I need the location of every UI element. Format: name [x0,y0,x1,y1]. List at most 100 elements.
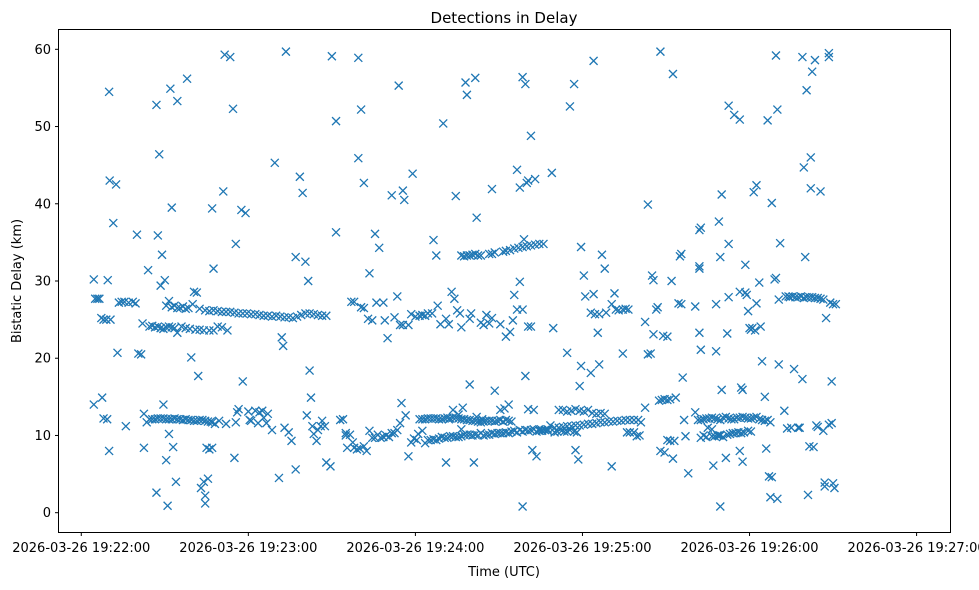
data-point-marker [724,239,734,249]
data-point-marker [455,308,465,318]
data-point-marker [487,313,497,323]
data-point-marker [743,306,753,316]
data-point-marker [711,346,721,356]
data-point-marker [456,424,466,434]
data-point-marker [164,429,174,439]
data-point-marker [746,414,756,423]
data-point-marker [707,413,717,423]
data-point-marker [470,430,480,440]
data-point-marker [383,333,393,343]
data-point-marker [203,474,213,484]
data-point-marker [490,386,500,396]
data-point-marker [825,298,835,308]
data-point-marker [809,442,819,452]
data-point-marker [604,417,614,427]
data-point-marker [214,416,224,426]
data-point-marker [740,288,750,298]
data-point-marker [797,52,807,62]
data-point-marker [429,235,438,245]
y-axis: 0 10 20 30 40 50 60 [34,43,59,521]
data-point-marker [612,416,622,426]
data-point-marker [300,257,310,267]
data-point-marker [674,298,683,308]
data-point-marker [653,302,663,312]
data-point-marker [103,275,113,285]
data-point-marker [470,249,480,259]
data-point-marker [607,461,617,471]
x-tick-label: 2026-03-26 19:23:00 [179,541,317,556]
data-point-marker [131,298,141,308]
data-point-marker [172,96,182,106]
data-point-marker [530,174,540,184]
data-point-marker [472,412,482,422]
data-point-marker [802,85,812,95]
data-point-marker [121,421,131,431]
data-point-marker [352,444,362,454]
data-point-marker [221,419,231,429]
data-point-marker [736,428,746,438]
data-point-marker [713,431,722,440]
data-point-marker [355,444,365,454]
data-point-marker [448,405,458,415]
data-point-marker [786,423,796,433]
data-point-marker [441,458,451,467]
data-point-marker [590,309,600,319]
data-point-marker [665,394,675,404]
data-point-marker [381,431,391,440]
data-point-marker [520,79,530,89]
data-point-marker [771,273,781,283]
data-point-marker [106,315,115,325]
data-point-marker [104,87,114,97]
data-point-marker [683,468,693,478]
data-point-marker [246,309,256,319]
data-point-marker [765,492,775,502]
data-point-marker [623,305,633,315]
data-point-marker [370,229,380,239]
data-point-marker [622,427,632,437]
data-point-marker [320,421,330,431]
data-point-marker [797,374,807,384]
data-point-marker [810,55,820,65]
data-point-marker [394,81,404,91]
data-point-marker [193,371,203,381]
data-point-marker [600,264,610,274]
data-point-marker [345,430,355,440]
data-point-marker [649,329,658,339]
data-point-marker [349,297,359,307]
data-point-marker [583,419,593,429]
data-point-marker [461,78,470,87]
data-point-marker [824,420,834,430]
data-point-marker [715,502,725,511]
data-point-marker [729,414,739,424]
data-point-marker [406,309,416,319]
data-point-marker [518,305,528,315]
data-point-marker [165,84,175,94]
data-point-marker [387,428,397,438]
data-point-marker [526,131,536,141]
data-point-marker [523,426,533,436]
data-point-marker [154,149,164,159]
data-point-marker [715,252,725,262]
data-point-marker [675,251,685,261]
data-point-marker [458,403,468,413]
data-point-marker [621,415,631,425]
data-point-marker [576,361,586,371]
data-point-marker [593,328,603,338]
data-point-marker [779,406,789,416]
data-point-marker [543,426,553,436]
data-point-marker [824,48,834,58]
data-point-marker [699,431,709,440]
data-point-marker [236,205,246,215]
data-point-marker [772,494,782,504]
data-point-marker [326,461,335,471]
data-point-marker [721,453,731,463]
data-point-marker [526,322,536,332]
data-point-marker [346,297,356,307]
data-point-marker [523,176,533,186]
data-point-marker [257,406,267,416]
data-point-marker [158,324,168,334]
data-point-marker [795,423,805,433]
data-point-marker [356,105,366,115]
data-point-marker [534,239,544,249]
data-point-marker [667,276,677,286]
